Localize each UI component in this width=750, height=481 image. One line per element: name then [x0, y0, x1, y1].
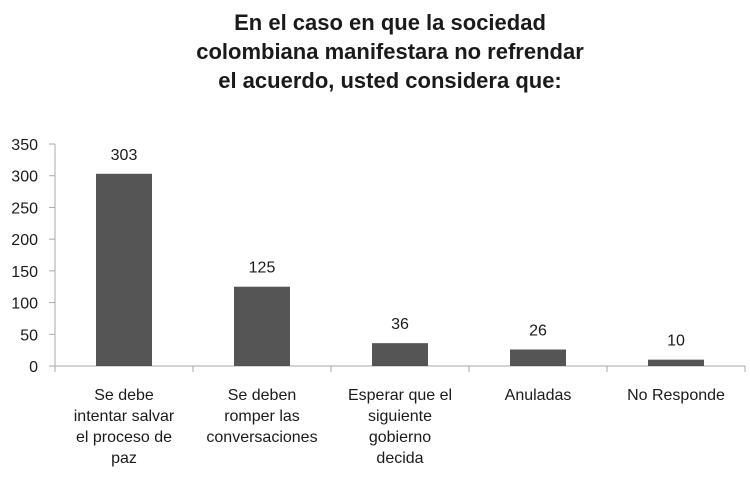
- category-label: Esperar que el siguiente gobierno decida: [348, 387, 452, 467]
- bar: [510, 349, 566, 366]
- category-label-line: siguiente: [368, 408, 432, 425]
- category-label-line: conversaciones: [206, 429, 317, 446]
- y-tick-label: 200: [11, 232, 38, 249]
- category-label: Se deben romper las conversaciones: [206, 387, 317, 446]
- y-tick-label: 150: [11, 264, 38, 281]
- data-label: 303: [111, 147, 138, 164]
- category-label-line: Se debe: [94, 387, 154, 404]
- category-label-line: Se deben: [228, 387, 297, 404]
- data-labels: 303 125 36 26 10: [111, 147, 685, 350]
- bars: [96, 173, 704, 366]
- data-label: 125: [249, 260, 276, 277]
- chart-title-line-2: colombiana manifestara no refrendar: [196, 39, 584, 64]
- category-label-line: intentar salvar: [74, 408, 175, 425]
- category-label-line: Esperar que el: [348, 387, 452, 404]
- data-label: 10: [667, 333, 685, 350]
- category-label-line: el proceso de: [76, 429, 172, 446]
- y-axis: 0 50 100 150 200 250 300 350: [11, 137, 56, 376]
- y-tick-label: 250: [11, 200, 38, 217]
- category-label-line: romper las: [224, 408, 300, 425]
- category-label-line: Anuladas: [505, 387, 572, 404]
- y-tick-label: 50: [20, 327, 38, 344]
- data-label: 36: [391, 316, 409, 333]
- y-tick-label: 100: [11, 296, 38, 313]
- y-tick-label: 300: [11, 169, 38, 186]
- bar: [234, 286, 290, 366]
- bar: [372, 343, 428, 366]
- bar: [96, 173, 152, 366]
- category-label-line: gobierno: [369, 429, 431, 446]
- category-labels: Se debe intentar salvar el proceso de pazSe…: [74, 387, 725, 467]
- y-tick-label: 350: [11, 137, 38, 154]
- category-label: No Responde: [627, 387, 725, 404]
- chart-title-line-1: En el caso en que la sociedad: [234, 10, 546, 35]
- category-label-line: paz: [111, 450, 137, 467]
- chart-title: En el caso en que la sociedad colombiana…: [130, 8, 650, 95]
- category-label: Anuladas: [505, 387, 572, 404]
- category-label: Se debe intentar salvar el proceso de paz: [74, 387, 175, 467]
- category-label-line: decida: [376, 450, 423, 467]
- bar: [648, 359, 704, 366]
- data-label: 26: [529, 323, 547, 340]
- y-tick-label: 0: [29, 359, 38, 376]
- chart-title-line-3: el acuerdo, usted considera que:: [218, 68, 562, 93]
- category-label-line: No Responde: [627, 387, 725, 404]
- x-axis: [54, 365, 746, 372]
